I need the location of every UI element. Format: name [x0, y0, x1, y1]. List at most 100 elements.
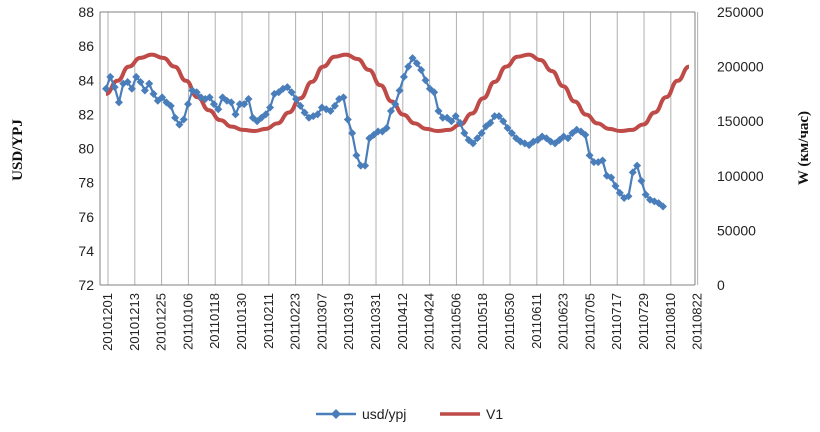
data-point-usd-ypj — [205, 93, 214, 102]
data-point-usd-ypj — [421, 76, 430, 85]
y-right-tick-label: 100000 — [717, 168, 764, 184]
data-point-usd-ypj — [132, 72, 141, 81]
data-point-usd-ypj — [102, 84, 110, 93]
data-point-usd-ypj — [244, 95, 253, 104]
y-axis-right-ticks: 0 50000 100000 150000 200000 250000 — [717, 4, 764, 293]
y-left-tick-label: 86 — [78, 38, 94, 54]
data-point-usd-ypj — [417, 66, 426, 75]
data-point-usd-ypj — [473, 134, 482, 143]
data-point-usd-ypj — [348, 129, 357, 138]
x-tick-label: 20101201 — [100, 293, 115, 351]
y-left-tick-label: 72 — [78, 277, 94, 293]
data-point-usd-ypj — [438, 113, 447, 122]
y-right-tick-label: 200000 — [717, 59, 764, 75]
data-point-usd-ypj — [395, 86, 404, 95]
x-tick-label: 20110729 — [636, 293, 651, 350]
x-tick-label: 20110211 — [261, 293, 276, 349]
data-point-usd-ypj — [114, 98, 123, 107]
y-axis-left-ticks: 72 74 76 78 80 82 84 86 88 — [78, 4, 94, 293]
y-left-tick-label: 82 — [78, 106, 94, 122]
x-tick-label: 20110717 — [609, 293, 624, 350]
x-tick-label: 20110705 — [582, 293, 597, 350]
x-tick-label: 20110530 — [502, 293, 517, 350]
data-point-usd-ypj — [386, 106, 395, 115]
data-point-usd-ypj — [209, 100, 218, 109]
data-point-usd-ypj — [490, 112, 499, 121]
data-point-usd-ypj — [184, 100, 193, 109]
legend-label-usd-ypj: usd/ypj — [362, 406, 406, 422]
data-point-usd-ypj — [633, 161, 642, 170]
data-point-usd-ypj — [127, 84, 136, 93]
data-point-usd-ypj — [447, 117, 456, 126]
data-point-usd-ypj — [477, 129, 486, 138]
data-point-usd-ypj — [149, 89, 158, 98]
data-point-usd-ypj — [214, 105, 223, 114]
data-point-usd-ypj — [408, 54, 417, 63]
data-point-usd-ypj — [486, 118, 495, 127]
data-point-usd-ypj — [158, 93, 167, 102]
x-tick-label: 20110424 — [422, 293, 437, 350]
x-tick-label: 20110822 — [690, 293, 705, 350]
axes — [99, 11, 696, 286]
x-tick-label: 20110611 — [529, 293, 544, 349]
data-point-usd-ypj — [499, 117, 508, 126]
legend-label-V1: V1 — [486, 406, 503, 422]
data-point-usd-ypj — [313, 110, 322, 119]
y-axis-left-title: USD/YPJ — [10, 119, 26, 181]
data-point-usd-ypj — [494, 112, 503, 121]
x-tick-label: 20101225 — [154, 293, 169, 351]
data-point-usd-ypj — [412, 59, 421, 68]
series-layer — [102, 52, 690, 211]
data-point-usd-ypj — [179, 115, 188, 124]
y-left-tick-label: 74 — [78, 243, 94, 259]
data-point-usd-ypj — [110, 83, 119, 92]
x-tick-label: 20110506 — [448, 293, 463, 350]
data-point-usd-ypj — [266, 103, 275, 112]
data-point-usd-ypj — [261, 110, 270, 119]
data-point-usd-ypj — [637, 176, 646, 185]
data-point-usd-ypj — [343, 115, 352, 124]
data-point-usd-ypj — [628, 168, 637, 177]
data-point-usd-ypj — [352, 151, 361, 160]
data-point-usd-ypj — [136, 77, 145, 86]
y-right-tick-label: 150000 — [717, 113, 764, 129]
gridlines — [107, 12, 699, 285]
x-tick-label: 20110518 — [475, 293, 490, 350]
data-point-usd-ypj — [430, 88, 439, 97]
data-point-usd-ypj — [434, 106, 443, 115]
x-tick-label: 20110623 — [556, 293, 571, 350]
x-axis-ticks: 20101201 20101213 20101225 20110106 20110118… — [100, 293, 705, 351]
data-point-usd-ypj — [240, 100, 249, 109]
data-point-usd-ypj — [641, 190, 650, 199]
data-point-usd-ypj — [589, 158, 598, 167]
y-axis-right-title: W (км/час) — [796, 111, 812, 185]
x-tick-label: 20110810 — [663, 293, 678, 350]
data-point-usd-ypj — [456, 118, 465, 127]
data-point-usd-ypj — [227, 98, 236, 107]
data-point-usd-ypj — [235, 100, 244, 109]
y-left-tick-label: 76 — [78, 209, 94, 225]
x-tick-label: 20110118 — [207, 293, 222, 349]
x-tick-label: 20110130 — [234, 293, 249, 350]
data-point-usd-ypj — [382, 124, 391, 133]
data-point-usd-ypj — [607, 173, 616, 182]
data-point-usd-ypj — [287, 88, 296, 97]
x-tick-label: 20101213 — [127, 293, 142, 351]
data-point-usd-ypj — [564, 134, 573, 143]
data-point-usd-ypj — [585, 151, 594, 160]
y-right-tick-label: 50000 — [717, 222, 756, 238]
data-point-usd-ypj — [361, 161, 370, 170]
data-point-usd-ypj — [469, 139, 478, 148]
data-point-usd-ypj — [300, 108, 309, 117]
data-point-usd-ypj — [339, 93, 348, 102]
y-left-tick-label: 84 — [78, 72, 94, 88]
data-point-usd-ypj — [374, 127, 383, 136]
data-point-usd-ypj — [451, 112, 460, 121]
data-point-usd-ypj — [399, 72, 408, 81]
data-point-usd-ypj — [166, 101, 175, 110]
x-tick-label: 20110223 — [288, 293, 303, 350]
x-tick-label: 20110412 — [395, 293, 410, 350]
y-right-tick-label: 0 — [717, 277, 725, 293]
data-point-usd-ypj — [175, 120, 184, 129]
data-point-usd-ypj — [192, 88, 201, 97]
